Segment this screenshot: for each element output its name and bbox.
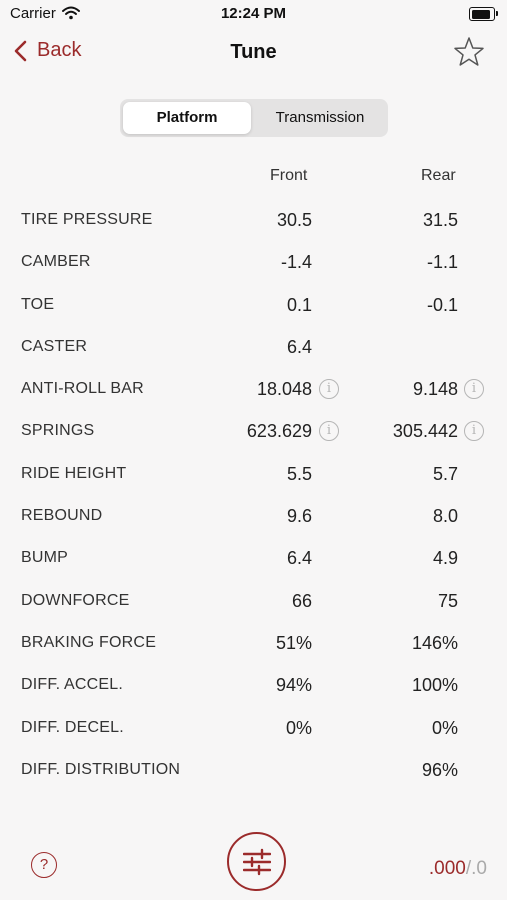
score-total: .0 xyxy=(471,858,487,879)
row-ride-height: RIDE HEIGHT 5.5 5.7 xyxy=(0,453,507,495)
page-title: Tune xyxy=(230,41,277,63)
tab-transmission[interactable]: Transmission xyxy=(275,109,365,126)
row-diff-accel: DIFF. ACCEL. 94% 100% xyxy=(0,664,507,706)
sliders-icon xyxy=(243,848,271,876)
rear-value: 96% xyxy=(421,759,458,780)
rear-value: 5.7 xyxy=(432,463,458,484)
front-value: 66 xyxy=(291,590,312,611)
rear-value: 31.5 xyxy=(422,210,458,230)
star-icon xyxy=(454,37,484,66)
front-value: 0% xyxy=(285,717,312,738)
row-label: DIFF. DECEL. xyxy=(21,718,124,736)
rear-value: 8.0 xyxy=(432,506,458,527)
help-icon: ? xyxy=(39,856,49,873)
row-label: TOE xyxy=(21,295,55,313)
segmented-control: Platform Transmission xyxy=(120,99,388,137)
rear-value: 146% xyxy=(411,632,458,653)
front-value: -1.4 xyxy=(280,252,312,273)
row-diff-decel: DIFF. DECEL. 0% 0% xyxy=(0,707,507,749)
row-label: ANTI-ROLL BAR xyxy=(21,380,144,398)
info-icon[interactable]: i xyxy=(464,421,484,442)
info-icon[interactable]: i xyxy=(464,379,484,400)
favorite-button[interactable] xyxy=(453,36,485,73)
row-label: DIFF. ACCEL. xyxy=(21,676,123,694)
chevron-left-icon xyxy=(14,40,27,61)
row-label: DIFF. DISTRIBUTION xyxy=(21,760,181,778)
status-bar: Carrier 12:24 PM xyxy=(0,0,507,28)
row-anti-roll-bar: ANTI-ROLL BAR 18.048 i 9.148 i xyxy=(0,368,507,410)
wifi-icon xyxy=(62,6,80,25)
front-value: 9.6 xyxy=(286,506,312,527)
rear-value: 4.9 xyxy=(432,548,458,569)
front-value: 30.5 xyxy=(276,210,312,230)
info-icon[interactable]: i xyxy=(319,379,339,400)
row-label: CAMBER xyxy=(21,253,91,271)
row-braking-force: BRAKING FORCE 51% 146% xyxy=(0,622,507,664)
rear-value: 9.148 xyxy=(412,379,458,400)
row-caster: CASTER 6.4 xyxy=(0,326,507,368)
row-rebound: REBOUND 9.6 8.0 xyxy=(0,495,507,537)
back-label: Back xyxy=(37,39,82,61)
front-value: 5.5 xyxy=(286,463,312,484)
rear-value: -1.1 xyxy=(426,252,458,273)
row-label: TIRE PRESSURE xyxy=(21,211,153,228)
row-label: SPRINGS xyxy=(21,422,95,440)
rear-value: -0.1 xyxy=(426,294,458,315)
row-camber: CAMBER -1.4 -1.1 xyxy=(0,241,507,283)
carrier-label: Carrier xyxy=(10,5,56,22)
tune-score: .000/.0 xyxy=(429,858,487,880)
row-tire-pressure: TIRE PRESSURE 30.5 31.5 xyxy=(0,199,507,241)
row-label: BRAKING FORCE xyxy=(21,633,157,651)
rear-value: 75 xyxy=(437,590,458,611)
column-header-rear: Rear xyxy=(421,167,456,184)
row-label: CASTER xyxy=(21,337,88,355)
status-time: 12:24 PM xyxy=(220,5,287,22)
front-value: 0.1 xyxy=(286,294,312,315)
rear-value: 100% xyxy=(411,675,458,696)
help-button[interactable]: ? xyxy=(31,852,57,878)
back-button[interactable]: Back xyxy=(14,39,81,62)
rear-value: 0% xyxy=(431,717,458,738)
row-bump: BUMP 6.4 4.9 xyxy=(0,537,507,579)
row-label: DOWNFORCE xyxy=(21,591,130,609)
front-value: 18.048 xyxy=(256,379,312,400)
score-separator: / xyxy=(465,858,472,879)
front-value: 94% xyxy=(275,675,312,696)
front-value: 6.4 xyxy=(286,336,312,357)
row-toe: TOE 0.1 -0.1 xyxy=(0,284,507,326)
row-springs: SPRINGS 623.629 i 305.442 i xyxy=(0,410,507,452)
row-label: RIDE HEIGHT xyxy=(21,464,127,482)
score-value: .000 xyxy=(428,858,466,879)
rear-value: 305.442 xyxy=(392,421,458,442)
tune-table: TIRE PRESSURE 30.5 31.5 CAMBER -1.4 -1.1… xyxy=(0,199,507,791)
front-value: 623.629 xyxy=(246,421,312,442)
info-icon[interactable]: i xyxy=(319,421,339,442)
front-value: 6.4 xyxy=(286,548,312,569)
column-header-front: Front xyxy=(270,167,308,184)
navigation-bar: Back Tune xyxy=(0,32,507,76)
front-value: 51% xyxy=(275,632,312,653)
tab-platform[interactable]: Platform xyxy=(123,102,251,134)
battery-icon xyxy=(469,7,498,21)
row-diff-distribution: DIFF. DISTRIBUTION 96% xyxy=(0,749,507,791)
row-label: REBOUND xyxy=(21,507,103,525)
row-downforce: DOWNFORCE 66 75 xyxy=(0,580,507,622)
row-label: BUMP xyxy=(21,549,69,567)
tune-settings-button[interactable] xyxy=(227,832,286,891)
